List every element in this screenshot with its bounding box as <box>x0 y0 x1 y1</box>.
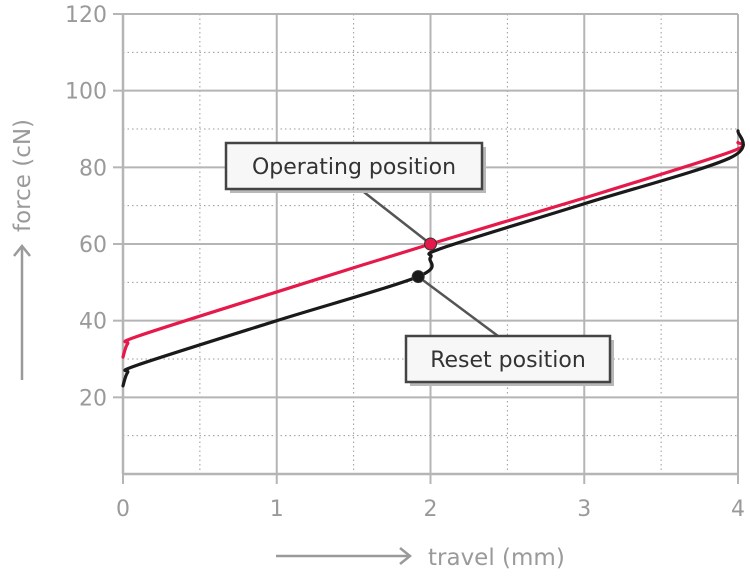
x-tick-label: 4 <box>731 497 745 522</box>
callout-label-0: Operating position <box>252 155 456 180</box>
x-tick-label: 0 <box>116 497 130 522</box>
y-axis-arrowhead-icon <box>13 243 31 257</box>
y-tick-label: 60 <box>79 233 107 258</box>
x-tick-label: 3 <box>577 497 591 522</box>
x-tick-label: 1 <box>270 497 284 522</box>
chart-axes <box>113 13 739 484</box>
y-axis-label: force (cN) <box>10 119 36 232</box>
callout-box-0 <box>224 141 484 191</box>
chart-annotations: Operating position Reset position <box>224 141 614 386</box>
chart-tick-labels: 20 40 60 80 100 120 0 1 2 3 4 <box>65 3 745 522</box>
y-tick-label: 120 <box>65 3 107 28</box>
callout-marker-0 <box>424 237 437 251</box>
chart-axis-labels: travel (mm) force (cN) <box>10 119 565 571</box>
y-tick-label: 100 <box>65 80 107 105</box>
x-axis-label: travel (mm) <box>428 545 565 571</box>
x-axis-arrowhead-icon <box>399 547 413 565</box>
y-tick-label: 40 <box>79 310 107 335</box>
series-line-0 <box>121 140 745 359</box>
callout-box-1 <box>404 334 612 384</box>
callout-leader-0 <box>359 188 432 245</box>
callout-label-1: Reset position <box>430 348 586 373</box>
chart-series <box>121 129 745 388</box>
callout-marker-1 <box>411 270 425 284</box>
y-tick-label: 20 <box>79 386 107 411</box>
x-tick-label: 2 <box>424 497 438 522</box>
y-tick-label: 80 <box>79 156 107 181</box>
series-line-1 <box>121 129 745 388</box>
callout-leader-1 <box>417 275 499 338</box>
